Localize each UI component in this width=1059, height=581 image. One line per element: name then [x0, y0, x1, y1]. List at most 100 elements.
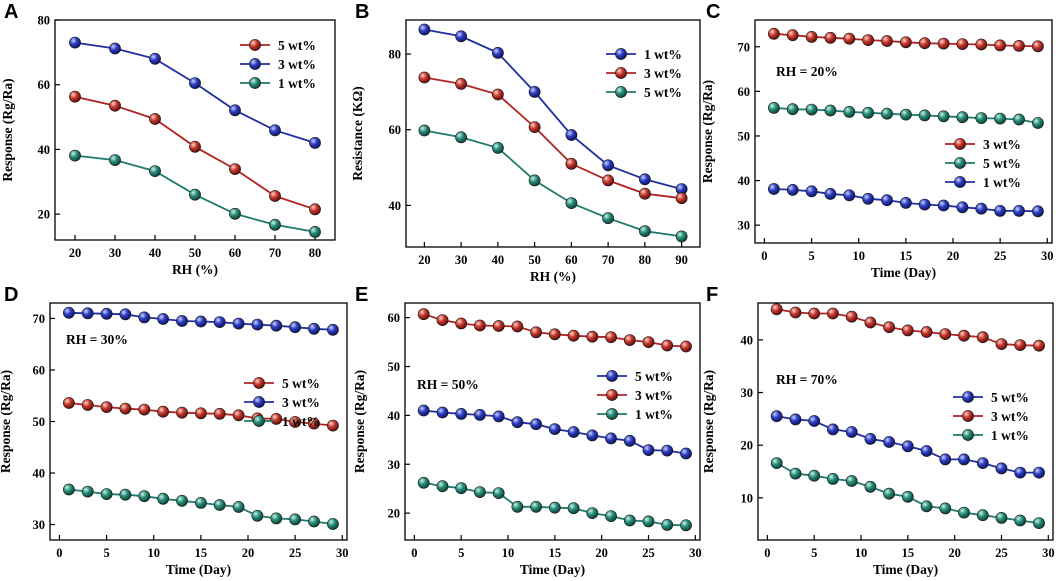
- data-point: [149, 113, 161, 125]
- data-point: [492, 320, 505, 332]
- legend-marker: [606, 370, 618, 382]
- data-point: [937, 37, 950, 50]
- y-tick-label: 60: [33, 363, 46, 377]
- legend-item: 3 wt%: [606, 66, 682, 81]
- data-point: [1033, 517, 1045, 529]
- data-point: [920, 500, 933, 513]
- legend: 5 wt% 3 wt% 1 wt%: [240, 38, 316, 91]
- data-point: [900, 36, 912, 49]
- data-point: [528, 121, 541, 133]
- data-point: [511, 500, 524, 513]
- data-point: [491, 88, 504, 101]
- legend-label: 1 wt%: [278, 76, 316, 91]
- x-tick-label: 5: [458, 546, 464, 560]
- data-point: [770, 410, 783, 423]
- legend-item: 5 wt%: [240, 38, 316, 53]
- data-point: [680, 340, 692, 353]
- x-tick-label: 20: [595, 546, 608, 560]
- x-tick-label: 15: [195, 546, 208, 560]
- legend-item: 3 wt%: [244, 395, 320, 410]
- legend-marker: [253, 396, 265, 408]
- x-tick-label: 0: [56, 546, 62, 560]
- x-tick-label: 10: [855, 546, 868, 560]
- x-axis-label: Time (Day): [871, 265, 936, 280]
- x-tick-label: 70: [269, 246, 282, 260]
- data-point: [881, 107, 893, 120]
- data-point: [827, 307, 839, 320]
- panel-a: A 20 30 40 50 60 70 80 20 40 60 80 RH (%) Response (R…: [0, 1, 336, 277]
- plot-frame: [54, 19, 336, 241]
- condition-annotation: RH = 50%: [417, 377, 479, 392]
- y-tick-label: 30: [738, 219, 751, 233]
- data-point: [138, 311, 151, 324]
- data-point: [864, 316, 877, 329]
- x-tick-label: 30: [689, 546, 702, 560]
- data-point: [81, 485, 94, 498]
- data-point: [251, 318, 264, 331]
- data-point: [995, 512, 1008, 524]
- legend-item: 1 wt%: [945, 175, 1021, 190]
- data-point: [845, 426, 858, 438]
- y-axis-label: Response (Rg/Ra): [700, 80, 715, 183]
- panel-c: C 0 5 10 15 20 25 30 30 40 50 60 70 Time (Day) Respons…: [700, 1, 1054, 280]
- x-tick-label: 0: [411, 546, 417, 560]
- data-point: [418, 71, 431, 84]
- data-point: [768, 27, 780, 40]
- data-point: [768, 183, 780, 195]
- x-tick-label: 80: [639, 253, 652, 267]
- y-axis-label: Response (Rg/Ra): [0, 370, 13, 473]
- data-point: [994, 112, 1006, 125]
- legend-item: 3 wt%: [953, 409, 1029, 424]
- data-point: [109, 42, 121, 55]
- legend: 1 wt% 3 wt% 5 wt%: [606, 47, 682, 100]
- series-1-wt-: [69, 149, 321, 238]
- data-point: [229, 207, 241, 220]
- x-tick-label: 80: [309, 246, 322, 260]
- y-tick-label: 20: [388, 507, 401, 521]
- series-5-wt-: [69, 90, 321, 216]
- data-point: [789, 467, 802, 480]
- data-point: [289, 416, 301, 428]
- x-tick-label: 30: [336, 546, 349, 560]
- legend-item: 5 wt%: [953, 390, 1029, 405]
- data-point: [975, 112, 988, 124]
- data-point: [81, 399, 94, 411]
- x-tick-label: 15: [549, 546, 562, 560]
- data-point: [958, 329, 970, 342]
- data-point: [63, 306, 75, 319]
- data-point: [602, 212, 614, 225]
- y-tick-label: 40: [389, 199, 402, 213]
- x-tick-label: 60: [229, 246, 242, 260]
- x-tick-label: 20: [69, 246, 82, 260]
- y-axis-label: Response (Rg/Ra): [352, 370, 367, 473]
- data-point: [937, 199, 950, 212]
- y-tick-label: 30: [33, 518, 46, 532]
- data-point: [309, 225, 321, 238]
- data-point: [824, 187, 837, 200]
- x-tick-label: 0: [761, 249, 767, 263]
- data-point: [436, 480, 449, 493]
- data-point: [530, 500, 542, 513]
- legend-marker: [615, 48, 627, 60]
- data-point: [956, 38, 969, 50]
- data-point: [976, 457, 989, 469]
- data-point: [418, 124, 431, 137]
- legend-label: 1 wt%: [282, 414, 320, 429]
- data-point: [786, 103, 799, 116]
- data-point: [1032, 117, 1044, 129]
- x-tick-label: 25: [289, 546, 302, 560]
- legend-label: 3 wt%: [644, 66, 682, 81]
- data-point: [473, 408, 486, 421]
- data-point: [567, 329, 580, 342]
- x-tick-label: 15: [902, 546, 915, 560]
- series-3-wt-: [69, 36, 321, 149]
- data-point: [901, 490, 914, 503]
- data-point: [901, 324, 914, 337]
- data-point: [789, 306, 802, 319]
- series-5-wt-: [768, 102, 1044, 129]
- panel-e: E 0 5 10 15 20 25 30 20 30 40 50 60 Time (Day) Respons…: [352, 284, 702, 577]
- data-point: [232, 317, 245, 330]
- data-point: [455, 317, 468, 330]
- legend-marker: [962, 391, 974, 403]
- data-point: [605, 432, 617, 445]
